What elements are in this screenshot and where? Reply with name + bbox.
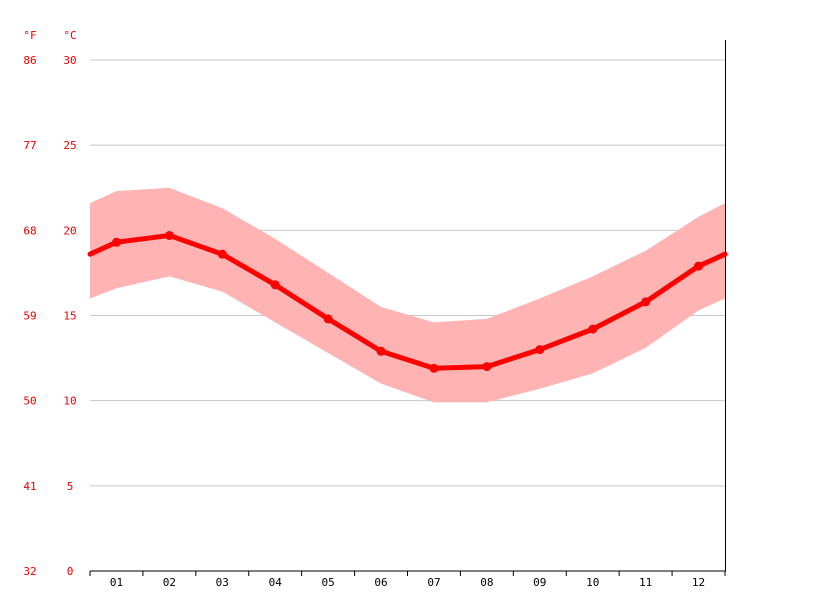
y-tick-label-fahrenheit: 68: [23, 224, 36, 237]
x-tick-label: 08: [480, 576, 493, 589]
x-axis-ticks: 01 02 03 04 05 06 07 08 09 10 11 12: [110, 576, 705, 589]
data-point: [694, 261, 704, 271]
series-line: [87, 232, 728, 371]
x-tick-label: 05: [322, 576, 335, 589]
y-tick-label-celsius: 15: [63, 310, 76, 323]
y-tick-label-fahrenheit: 50: [23, 395, 36, 408]
x-tick-label: 02: [163, 576, 176, 589]
y-tick-label-celsius: 10: [63, 395, 76, 408]
y-tick-label-celsius: 20: [63, 224, 76, 237]
y-tick-label-celsius: 30: [63, 54, 76, 67]
fahrenheit-unit-label: °F: [23, 29, 36, 42]
x-tick-label: 12: [692, 576, 705, 589]
data-point: [164, 230, 174, 240]
temperature-range-band: [90, 187, 725, 403]
data-point: [111, 237, 121, 247]
x-tick-label: 01: [110, 576, 123, 589]
x-tick-label: 11: [639, 576, 652, 589]
data-point: [429, 363, 439, 373]
data-point: [323, 314, 333, 324]
data-point: [217, 249, 227, 259]
range-band-area: [90, 187, 725, 403]
data-point: [588, 324, 598, 334]
data-point: [535, 345, 545, 355]
temperature-series: [87, 230, 728, 373]
y-tick-label-fahrenheit: 86: [23, 54, 36, 67]
axes: [89, 40, 726, 576]
y-tick-label-fahrenheit: 59: [23, 310, 36, 323]
data-point: [270, 280, 280, 290]
y-tick-label-fahrenheit: 77: [23, 139, 36, 152]
x-tick-label: 04: [269, 576, 283, 589]
x-tick-label: 09: [533, 576, 546, 589]
data-point: [376, 346, 386, 356]
data-point: [482, 362, 492, 372]
y-axis-ticks: 86 30 77 25 68 20 59 15 50 10 41 5 32 0: [23, 54, 76, 578]
x-tick-label: 06: [374, 576, 387, 589]
celsius-unit-label: °C: [63, 29, 76, 42]
x-tick-label: 07: [427, 576, 440, 589]
x-tick-label: 03: [216, 576, 229, 589]
y-tick-label-fahrenheit: 41: [23, 480, 36, 493]
x-tick-label: 10: [586, 576, 599, 589]
y-tick-label-celsius: 25: [63, 139, 76, 152]
y-tick-label-celsius: 5: [67, 480, 74, 493]
y-tick-label-fahrenheit: 32: [23, 565, 36, 578]
data-point: [641, 297, 651, 307]
y-tick-label-celsius: 0: [67, 565, 74, 578]
